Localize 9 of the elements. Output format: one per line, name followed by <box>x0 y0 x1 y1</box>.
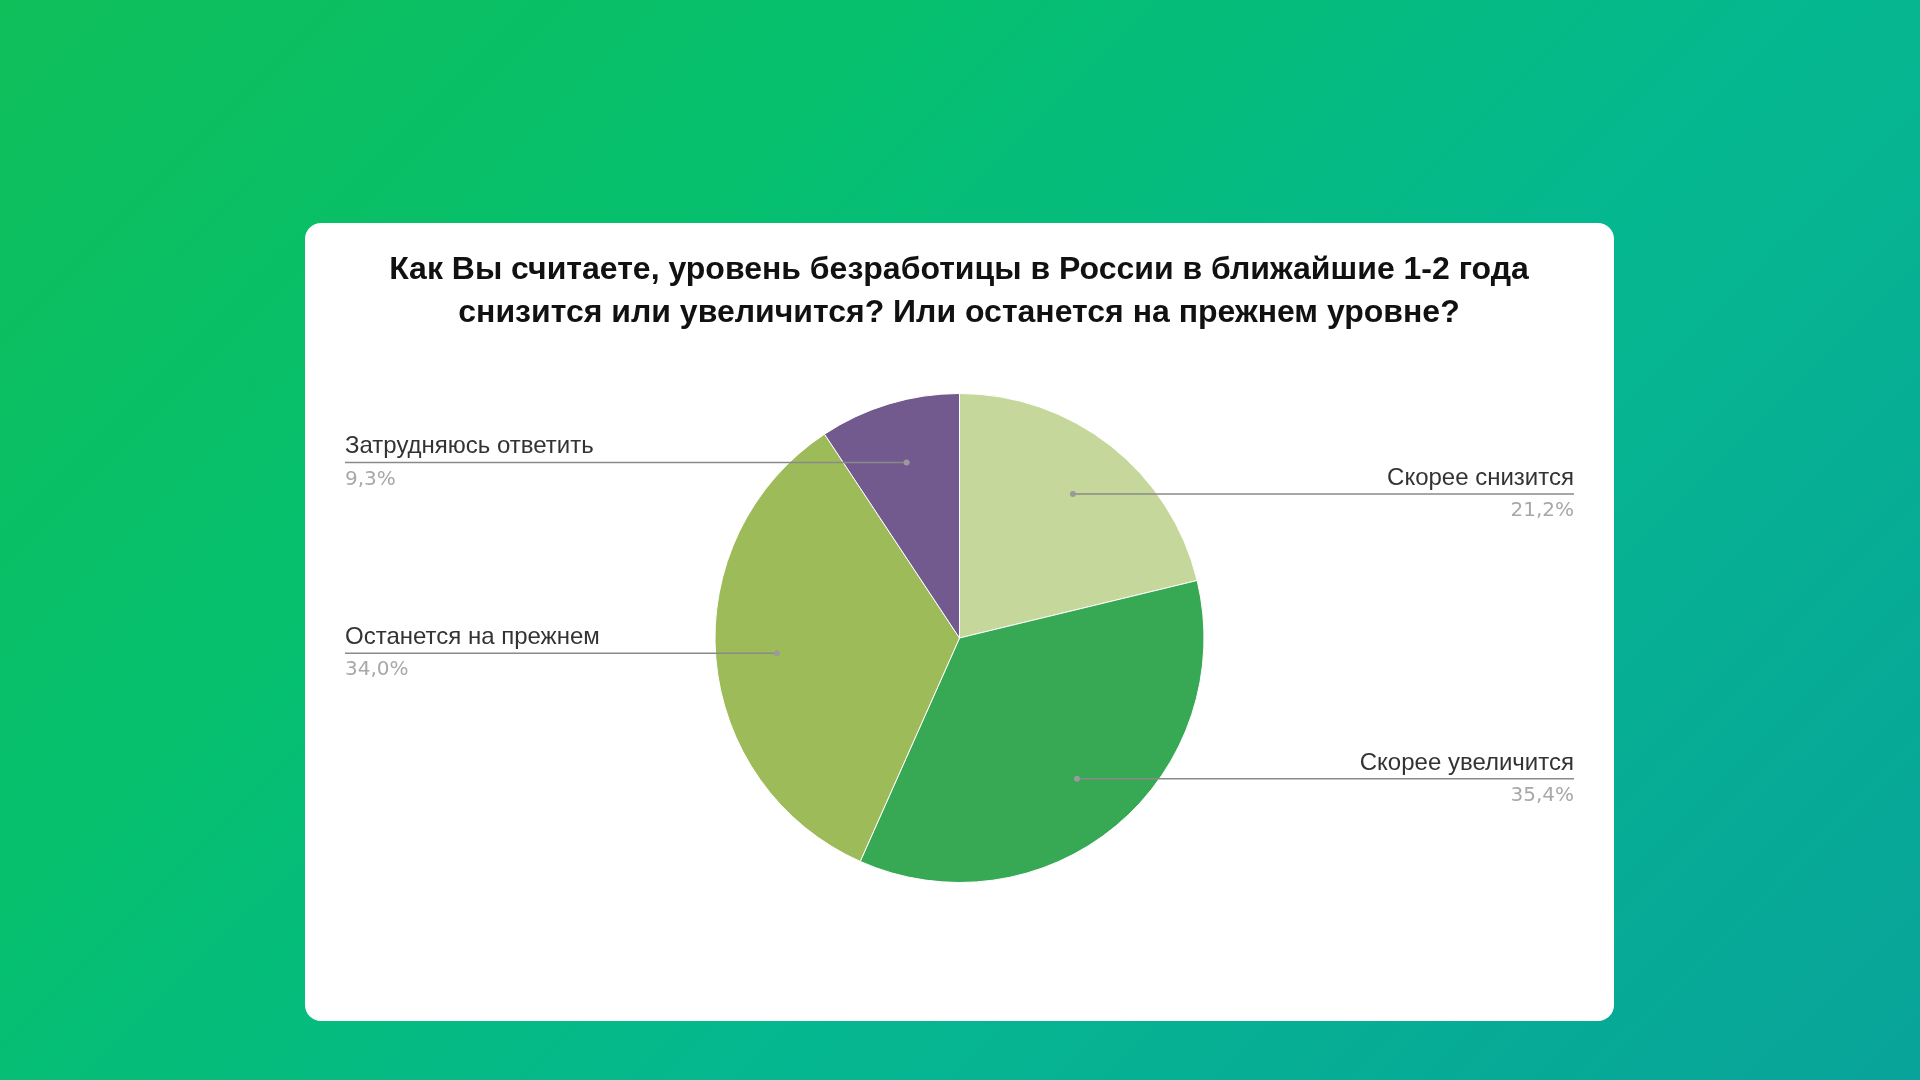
data-label: 35,4% <box>1510 782 1574 807</box>
slice-label: Затрудняюсь ответить <box>345 431 594 459</box>
chart-title: Как Вы считаете, уровень безработицы в России в ближайшие 1-2 года снизится или увеличится? Или останется на прежнем уровне? <box>388 249 1530 331</box>
data-label: 34,0% <box>345 656 409 681</box>
data-label: 9,3% <box>345 465 396 490</box>
slice-label: Скорее увеличится <box>1359 747 1574 775</box>
slice-label: Скорее снизится <box>1387 462 1574 490</box>
slice-label: Останется на прежнем <box>345 622 600 650</box>
data-label: 21,2% <box>1510 497 1574 522</box>
